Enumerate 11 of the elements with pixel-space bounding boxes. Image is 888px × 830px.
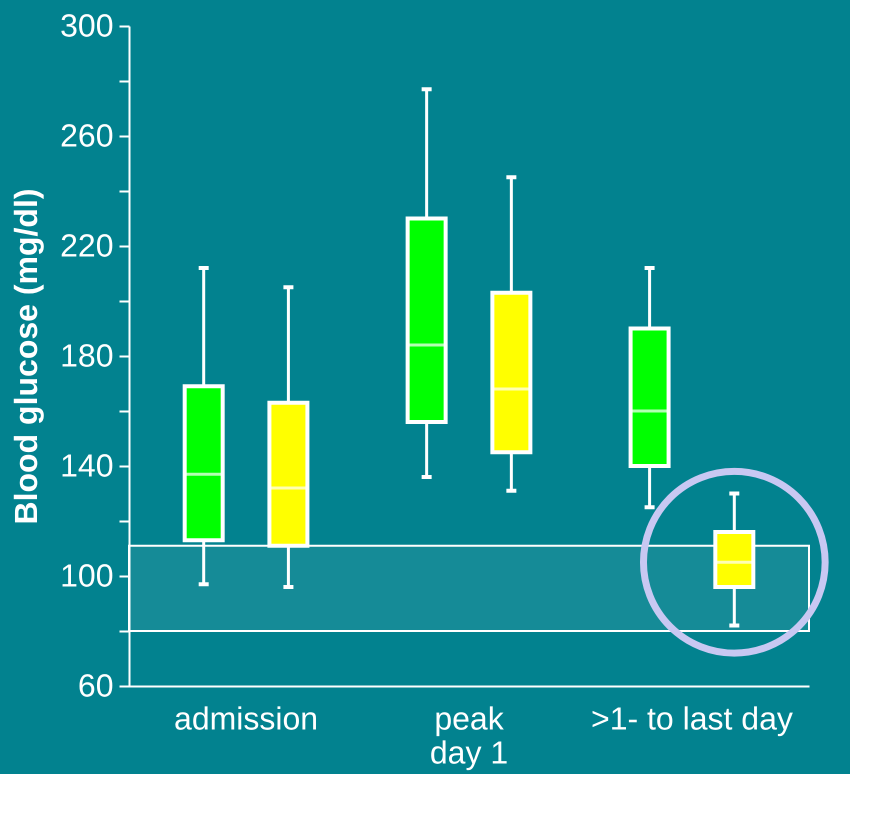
- y-tick-label: 100: [60, 558, 114, 594]
- y-tick-label: 140: [60, 448, 114, 484]
- x-tick-label: peak day 1: [430, 700, 508, 770]
- y-axis-title: Blood glucose (mg/dl): [8, 188, 44, 524]
- y-tick-label: 220: [60, 228, 114, 264]
- y-tick-label: 60: [78, 668, 114, 704]
- y-tick-label: 260: [60, 118, 114, 154]
- y-tick-label: 180: [60, 338, 114, 374]
- y-tick-label: 300: [60, 8, 114, 44]
- x-tick-label: admission: [174, 700, 318, 736]
- x-tick-label: >1- to last day: [591, 700, 793, 736]
